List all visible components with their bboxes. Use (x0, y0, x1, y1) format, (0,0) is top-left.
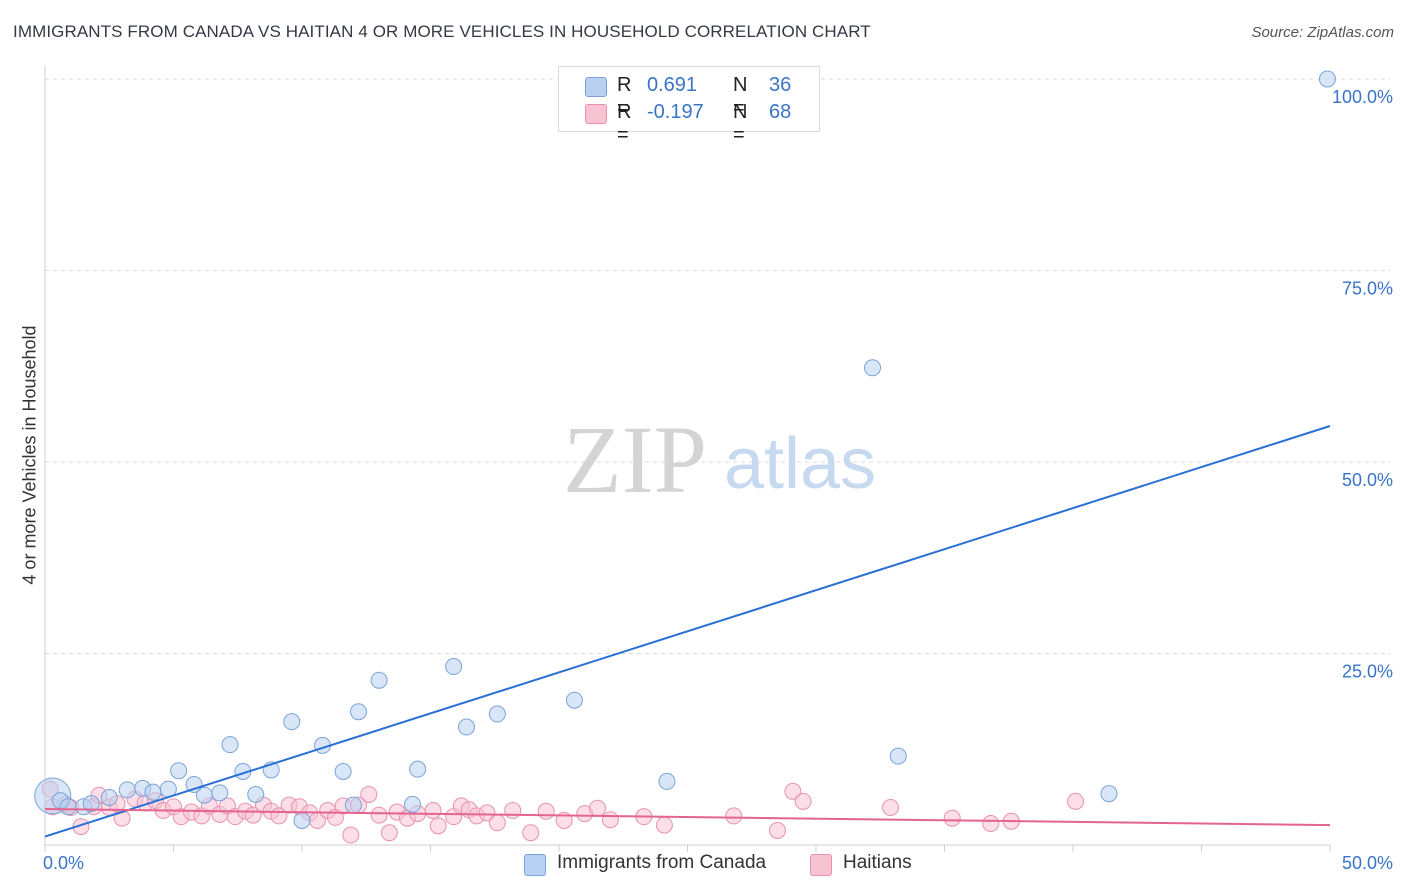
watermark-zip: ZIP (563, 406, 707, 513)
y-tick-label: 25.0% (1342, 662, 1393, 682)
tick-labels: 25.0% 50.0% 75.0% 100.0% 0.0% 50.0% (43, 87, 1393, 873)
trend-lines (44, 425, 1331, 838)
canada-point (144, 783, 162, 801)
haitians-point (768, 821, 786, 839)
haitians-point (360, 785, 378, 803)
y-tick-label: 100.0% (1332, 87, 1393, 107)
canada-point (404, 795, 422, 813)
legend-r-value: 0.691 (647, 74, 698, 96)
bottom-legend-swatch-haitians (810, 854, 832, 876)
canada-point (658, 772, 676, 790)
haitians-point (537, 802, 555, 820)
canada-point (211, 784, 229, 802)
canada-point (221, 736, 239, 754)
haitians-point (504, 802, 522, 820)
canada-point (889, 747, 907, 765)
axes (44, 66, 1331, 852)
bottom-legend-label-haitians: Haitians (843, 852, 912, 873)
canada-point (344, 796, 362, 814)
canada-point (1318, 70, 1336, 88)
bottom-legend-swatch-canada (524, 854, 546, 876)
source-label: Source: ZipAtlas.com (1251, 24, 1394, 41)
canada-trend-line (44, 425, 1331, 838)
canada-point (445, 658, 463, 676)
canada-point (100, 789, 118, 807)
legend-swatch-haitians (585, 104, 607, 124)
haitians-point (943, 809, 961, 827)
legend-swatch-canada (585, 77, 607, 97)
legend-n-value: 68 (769, 101, 792, 123)
haitians-point (725, 807, 743, 825)
canada-point (293, 811, 311, 829)
haitians-point (601, 811, 619, 829)
stats-legend: R = 0.691 N = 36 R = -0.197 N = 68 (558, 66, 820, 146)
haitians-point (589, 799, 607, 817)
haitians-point (478, 804, 496, 822)
watermark-atlas: atlas (724, 424, 876, 504)
haitians-point (522, 824, 540, 842)
canada-point (82, 795, 100, 813)
canada-point (195, 786, 213, 804)
legend-r-value: -0.197 (647, 101, 704, 123)
haitians-point (655, 816, 673, 834)
legend-r-label: R = (617, 101, 632, 146)
haitians-point (488, 814, 506, 832)
haitians-point (370, 806, 388, 824)
bottom-legend-label-canada: Immigrants from Canada (557, 852, 767, 873)
watermark: ZIP atlas (563, 406, 876, 513)
chart-title: IMMIGRANTS FROM CANADA VS HAITIAN 4 OR M… (13, 22, 871, 41)
y-tick-label: 50.0% (1342, 470, 1393, 490)
y-axis-label: 4 or more Vehicles in Household (19, 325, 40, 585)
legend-r-label: R = (617, 74, 632, 119)
legend-n-label: N = (733, 101, 748, 146)
canada-point (334, 762, 352, 780)
y-tick-label: 75.0% (1342, 279, 1393, 299)
canada-point (350, 703, 368, 721)
haitians-point (1067, 792, 1085, 810)
canada-point (1100, 785, 1118, 803)
canada-point (118, 781, 136, 799)
haitians-trend-line (44, 807, 1331, 827)
canada-points (34, 70, 1336, 829)
canada-point (283, 713, 301, 731)
canada-point (59, 798, 77, 816)
canada-point (488, 705, 506, 723)
haitians-point (784, 782, 802, 800)
haitians-point (342, 826, 360, 844)
canada-point (370, 671, 388, 689)
haitians-point (380, 824, 398, 842)
legend-n-value: 36 (769, 74, 792, 96)
haitians-point (794, 792, 812, 810)
canada-point (247, 785, 265, 803)
canada-point (170, 762, 188, 780)
gridlines (45, 78, 1390, 654)
canada-point (457, 718, 475, 736)
x-tick-label: 0.0% (43, 853, 84, 873)
haitians-point (882, 798, 900, 816)
haitians-point (424, 802, 442, 820)
haitians-point (982, 815, 1000, 833)
x-tick-label: 50.0% (1342, 853, 1393, 873)
canada-point (864, 359, 882, 377)
legend-n-label: N = (733, 74, 748, 119)
canada-point (565, 691, 583, 709)
haitians-point (429, 817, 447, 835)
canada-point (409, 760, 427, 778)
